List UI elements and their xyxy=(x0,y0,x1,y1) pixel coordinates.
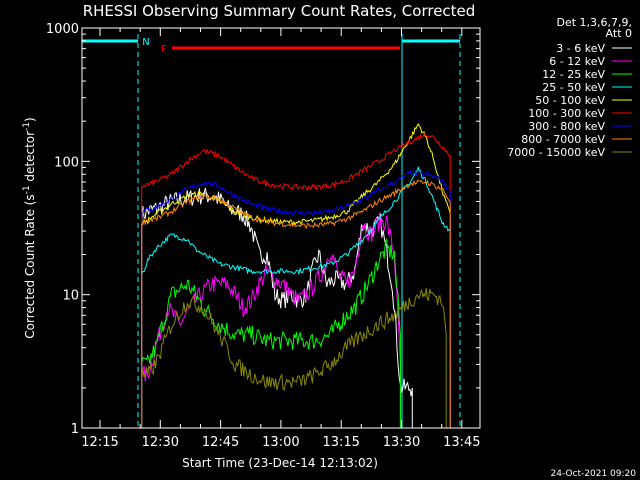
y-axis-label: Corrected Count Rate (s-1 detector-1) xyxy=(22,117,37,338)
plot-area: NF xyxy=(81,34,461,428)
series-line-4 xyxy=(141,123,451,428)
legend-label-3: 25 - 50 keV xyxy=(542,81,605,94)
render-timestamp: 24-Oct-2021 09:20 xyxy=(551,469,637,479)
series-line-7 xyxy=(141,179,451,428)
x-tick-label-5: 13:30 xyxy=(383,435,420,450)
series-line-3 xyxy=(141,165,451,428)
y-tick-label-0: 1000 xyxy=(46,22,79,37)
legend-label-6: 300 - 800 keV xyxy=(528,120,605,133)
y-tick-label-3: 1 xyxy=(71,422,79,437)
legend-header-attenuator: Att 0 xyxy=(606,27,632,40)
legend-label-8: 7000 - 15000 keV xyxy=(507,146,605,159)
flag-n-label: N xyxy=(142,37,149,48)
y-axis-label-part1: Corrected Count Rate (s xyxy=(23,194,37,338)
y-axis-label-sup2: -1 xyxy=(22,122,32,131)
x-tick-label-0: 12:15 xyxy=(81,435,118,450)
x-tick-label-3: 13:00 xyxy=(262,435,299,450)
y-axis-label-sup1: -1 xyxy=(22,185,32,194)
axes: 12:15 12:30 12:45 13:00 13:15 13:30 13:45 1000 1… xyxy=(46,22,481,450)
legend-label-7: 800 - 7000 keV xyxy=(521,133,605,146)
series-line-2 xyxy=(141,237,401,428)
legend-label-5: 100 - 300 keV xyxy=(528,107,605,120)
x-tick-label-2: 12:45 xyxy=(202,435,239,450)
x-tick-label-6: 13:45 xyxy=(443,435,480,450)
series-line-1 xyxy=(141,212,401,428)
legend-header-detectors: Det 1,3,6,7,9, xyxy=(556,16,632,29)
legend-label-4: 50 - 100 keV xyxy=(535,94,605,107)
legend-label-0: 3 - 6 keV xyxy=(556,42,605,55)
flag-f-label: F xyxy=(161,44,167,55)
legend-label-2: 12 - 25 keV xyxy=(542,68,605,81)
x-tick-label-4: 13:15 xyxy=(322,435,359,450)
series-line-8 xyxy=(141,287,447,428)
y-axis-label-part3: ) xyxy=(23,117,37,122)
x-tick-label-1: 12:30 xyxy=(142,435,179,450)
y-axis-label-part2: detector xyxy=(23,131,37,186)
y-tick-label-1: 100 xyxy=(54,155,79,170)
series-line-0 xyxy=(141,187,413,428)
legend-label-1: 6 - 12 keV xyxy=(549,55,605,68)
y-tick-label-2: 10 xyxy=(62,289,79,304)
x-axis-label: Start Time (23-Dec-14 12:13:02) xyxy=(182,456,378,470)
series-line-6 xyxy=(141,169,451,428)
chart-title: RHESSI Observing Summary Count Rates, Co… xyxy=(83,2,476,20)
series-line-5 xyxy=(141,132,451,428)
